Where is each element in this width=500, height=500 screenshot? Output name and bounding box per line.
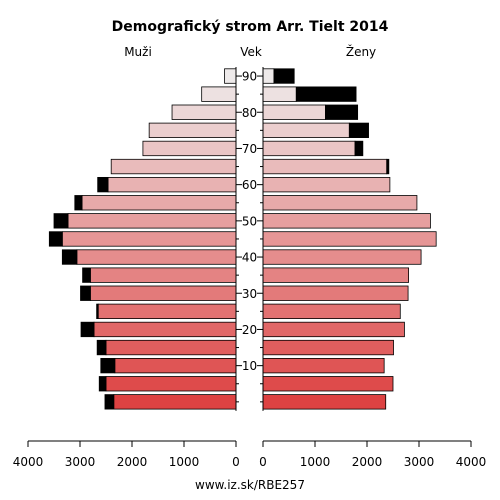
age-tick-label: 50 (242, 214, 257, 228)
chart-title: Demografický strom Arr. Tielt 2014 (112, 19, 389, 35)
bar-men-30-34 (90, 285, 237, 301)
x-tick-label-left: 3000 (65, 455, 96, 469)
center-axis-label: Vek (240, 45, 262, 59)
bar-women-25-29 (262, 303, 401, 320)
bar-men-excess-40-44 (61, 249, 78, 265)
bar-women-60-64 (262, 176, 391, 193)
bar-men-55-59 (81, 195, 237, 211)
bar-men-excess-20-24 (80, 321, 95, 338)
age-tick-label: 40 (242, 251, 257, 265)
bar-women-15-19 (262, 339, 394, 356)
bar-men-60-64 (107, 176, 237, 193)
bar-women-50-54 (262, 213, 431, 229)
x-tick-label-left: 2000 (117, 455, 148, 469)
bar-women-70-74 (262, 140, 356, 157)
bar-men-50-54 (67, 213, 237, 229)
axes-layer: 4000 3000 2000 1000 0 0 1000 2000 3000 4000 10 20 30… (13, 67, 487, 469)
age-tick-label: 90 (242, 70, 257, 84)
bar-men-excess-5-9 (98, 376, 107, 392)
bar-men-35-39 (90, 267, 237, 283)
age-tick-label: 20 (242, 323, 257, 337)
bar-men-65-69 (110, 158, 237, 175)
bar-women-65-69 (262, 158, 388, 175)
bar-men-excess-25-29 (96, 303, 99, 320)
bar-men-5-9 (105, 376, 237, 392)
bar-women-5-9 (262, 376, 394, 392)
age-tick-label: 60 (242, 178, 257, 192)
bar-women-10-14 (262, 357, 385, 374)
bar-women-excess-65-69 (386, 158, 390, 175)
bar-men-20-24 (93, 321, 237, 338)
bar-men-excess-60-64 (97, 176, 109, 193)
bar-men-45-49 (61, 231, 237, 247)
x-tick-label-left: 4000 (13, 455, 44, 469)
bar-men-70-74 (142, 140, 237, 157)
x-tick-label-right: 4000 (456, 455, 487, 469)
age-tick-label: 80 (242, 106, 257, 120)
bar-men-80-84 (171, 104, 237, 120)
bar-men-90-94 (224, 68, 237, 84)
bar-men-excess-55-59 (74, 195, 83, 211)
bar-women-excess-75-79 (348, 122, 369, 138)
bar-men-75-79 (148, 122, 237, 138)
bar-men-25-29 (97, 303, 237, 320)
bar-women-35-39 (262, 267, 410, 283)
age-tick-label: 30 (242, 287, 257, 301)
x-tick-label-right: 3000 (404, 455, 435, 469)
bar-men-15-19 (105, 339, 237, 356)
bar-women-excess-90-94 (273, 68, 295, 84)
x-tick-label-left: 1000 (169, 455, 200, 469)
age-tick-label: 70 (242, 142, 257, 156)
bar-men-excess-10-14 (100, 357, 116, 374)
bar-women-0-4 (262, 394, 387, 410)
bar-men-0-4 (113, 394, 237, 410)
bar-women-excess-80-84 (324, 104, 359, 120)
bar-men-excess-35-39 (82, 267, 91, 283)
bar-women-45-49 (262, 231, 437, 247)
bar-men-10-14 (114, 357, 237, 374)
bar-women-excess-85-89 (295, 86, 357, 102)
x-tick-label-left: 0 (232, 455, 240, 469)
bar-men-40-44 (76, 249, 237, 265)
bar-women-20-24 (262, 321, 405, 338)
bar-men-excess-45-49 (48, 231, 63, 247)
bar-women-40-44 (262, 249, 422, 265)
bar-women-80-84 (262, 104, 326, 120)
bar-women-85-89 (262, 86, 297, 102)
left-series-label: Muži (124, 45, 152, 59)
bar-men-85-89 (201, 86, 237, 102)
x-tick-label-right: 2000 (352, 455, 383, 469)
x-tick-label-right: 0 (259, 455, 267, 469)
bar-men-excess-30-34 (80, 285, 91, 301)
footer-source: www.iz.sk/RBE257 (195, 478, 305, 492)
bar-men-excess-15-19 (96, 339, 107, 356)
bar-men-excess-50-54 (53, 213, 69, 229)
bar-women-excess-70-74 (354, 140, 364, 157)
bar-women-30-34 (262, 285, 409, 301)
bars-layer (48, 68, 437, 410)
bar-women-55-59 (262, 195, 418, 211)
right-series-label: Ženy (346, 44, 376, 59)
bar-men-excess-0-4 (104, 394, 115, 410)
bar-women-90-94 (262, 68, 275, 84)
x-tick-label-right: 1000 (300, 455, 331, 469)
age-tick-label: 10 (242, 359, 257, 373)
bar-women-75-79 (262, 122, 350, 138)
